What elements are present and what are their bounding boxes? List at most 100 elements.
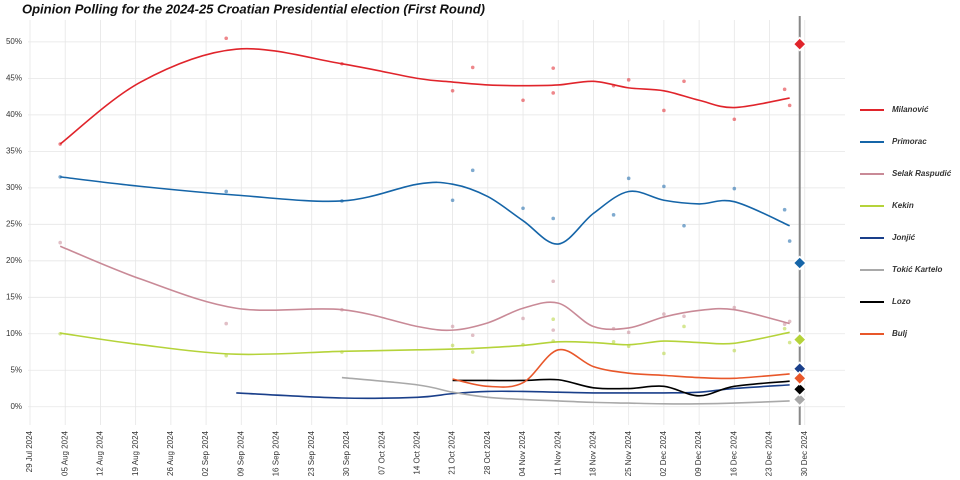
poll-point [450,324,455,329]
trend-line [452,378,790,397]
trend-line [59,47,790,145]
result-marker [792,332,808,348]
y-tick-label: 30% [6,183,22,192]
trend-line [452,348,790,388]
poll-point [551,216,556,221]
x-tick-label: 02 Dec 2024 [659,430,668,476]
legend-label: Bulj [892,329,908,338]
poll-point [224,353,229,358]
y-tick-label: 10% [6,329,22,338]
poll-point [551,91,556,95]
poll-point [732,186,737,191]
trend-line [60,176,790,245]
result-marker [792,392,808,407]
poll-point [662,184,666,189]
poll-point [782,207,787,212]
trend-line [341,376,790,405]
x-tick-label: 09 Sep 2024 [236,430,245,476]
x-tick-label: 25 Nov 2024 [624,430,633,476]
poll-point [58,240,62,245]
y-tick-label: 20% [6,256,22,265]
y-tick-label: 45% [6,73,22,82]
poll-point [682,324,686,329]
result-marker [792,370,808,386]
poll-point [551,328,556,332]
x-tick-label: 23 Sep 2024 [307,430,316,476]
x-tick-label: 26 Aug 2024 [166,430,175,475]
legend-label: Selak Raspudić [892,169,952,178]
poll-point [682,314,686,319]
poll-point [626,176,631,181]
poll-point [450,198,455,203]
poll-point [787,319,792,324]
x-tick-label: 11 Nov 2024 [553,430,562,475]
x-tick-label: 05 Aug 2024 [60,430,69,475]
poll-point [682,79,686,84]
legend-label: Tokić Kartelo [892,265,942,274]
poll-point [224,189,229,194]
legend-label: Milanović [892,105,929,114]
legend-label: Lozo [892,297,911,306]
trend-line [59,245,790,332]
y-tick-label: 15% [6,292,22,301]
poll-point [787,340,792,345]
x-tick-label: 04 Nov 2024 [518,430,527,476]
poll-point [782,322,787,327]
poll-point [782,326,787,331]
poll-point [732,305,737,310]
poll-point [470,168,475,173]
x-tick-label: 28 Oct 2024 [483,430,492,474]
y-tick-label: 25% [6,219,22,228]
poll-point [682,223,686,228]
poll-point [470,350,475,354]
poll-point [521,206,525,211]
poll-point [732,348,737,353]
x-tick-label: 18 Nov 2024 [589,430,598,476]
poll-point [551,317,556,321]
x-tick-label: 29 Jul 2024 [25,430,34,472]
result-marker [792,381,808,397]
y-tick-label: 35% [6,146,22,155]
poll-point [611,213,616,217]
poll-point [551,66,556,70]
x-tick-label: 14 Oct 2024 [412,430,421,474]
x-tick-label: 07 Oct 2024 [377,430,386,474]
trend-line [236,384,790,400]
x-tick-label: 12 Aug 2024 [96,430,105,475]
x-tick-label: 16 Sep 2024 [272,430,281,476]
poll-point [662,351,666,356]
result-marker [792,361,808,377]
poll-point [662,108,666,113]
poll-point [450,88,455,93]
poll-point [626,78,631,82]
poll-point [551,279,556,284]
poll-point [732,117,737,122]
y-tick-label: 0% [10,402,22,411]
poll-point [224,321,229,326]
poll-point [782,87,787,92]
poll-point [224,36,229,41]
legend-label: Primorac [892,137,927,146]
x-tick-label: 16 Dec 2024 [729,430,738,476]
poll-point [626,330,631,335]
x-tick-label: 09 Dec 2024 [694,430,703,476]
result-marker [792,36,808,52]
legend-label: Jonjić [892,233,916,242]
y-tick-label: 50% [6,37,22,46]
y-tick-label: 40% [6,110,22,119]
x-tick-label: 23 Dec 2024 [765,430,774,476]
x-tick-label: 21 Oct 2024 [448,430,457,474]
poll-point [450,343,455,348]
x-tick-label: 19 Aug 2024 [131,430,140,475]
poll-point [470,333,475,338]
x-tick-label: 30 Sep 2024 [342,430,351,476]
poll-point [787,103,792,108]
legend-label: Kekin [892,201,914,210]
poll-point [521,98,525,103]
poll-point [611,340,616,344]
result-marker [792,255,808,271]
y-tick-label: 5% [10,365,22,374]
x-tick-label: 30 Dec 2024 [800,430,809,476]
trend-line [60,331,790,356]
